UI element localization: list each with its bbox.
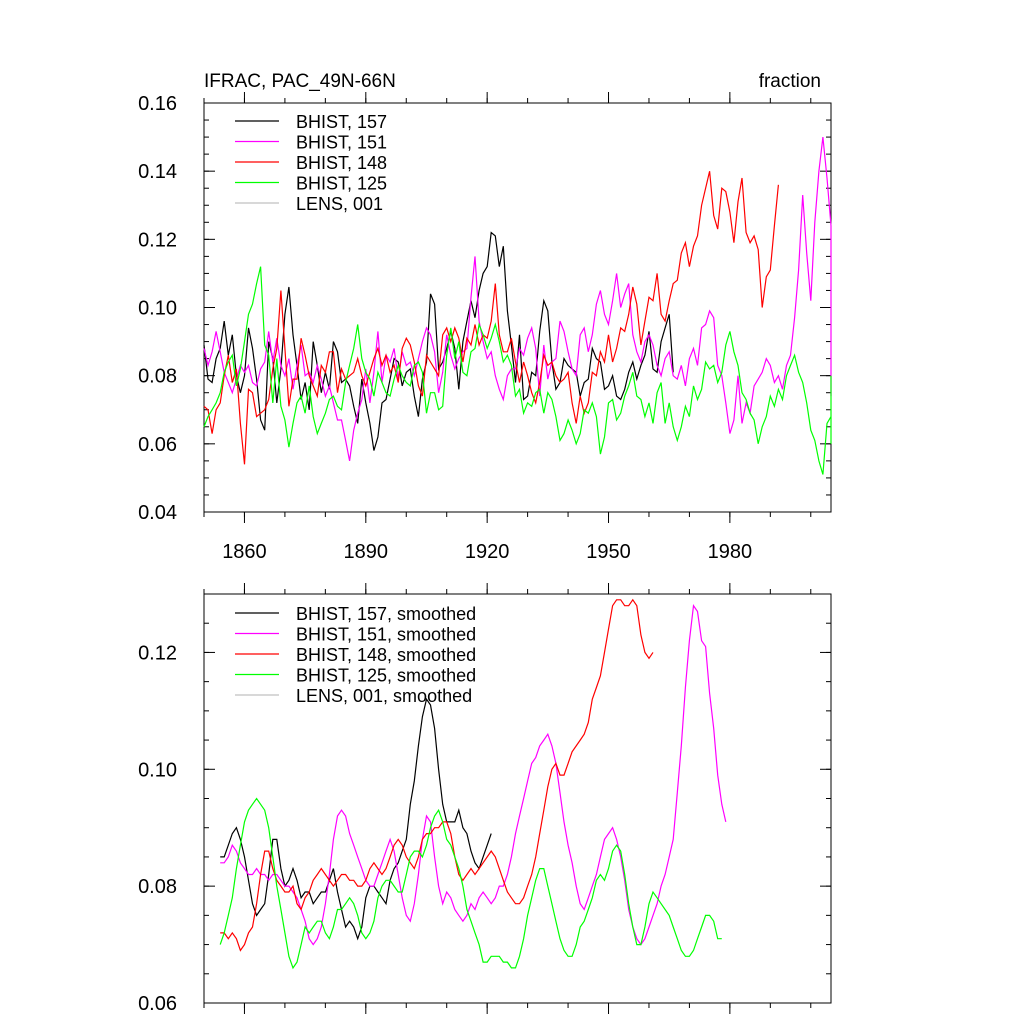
x-tick-label: 1950 (586, 541, 631, 563)
series-line-bhist-157 (203, 231, 674, 451)
series-line-bhist-125-smoothed (219, 797, 722, 970)
y-tick-label: 0.14 (138, 161, 177, 183)
y-tick-label: 0.06 (138, 993, 177, 1015)
legend-label: BHIST, 157, smoothed (296, 604, 476, 624)
y-tick-label: 0.06 (138, 434, 177, 456)
series-line-bhist-157-smoothed (220, 697, 492, 941)
legend-label: BHIST, 125 (296, 174, 387, 194)
y-tick-label: 0.08 (138, 876, 177, 898)
legend-label: BHIST, 151, smoothed (296, 625, 476, 645)
y-tick-label: 0.12 (138, 229, 177, 251)
chart-title: IFRAC, PAC_49N-66N (204, 71, 396, 92)
legend-label: LENS, 001, smoothed (296, 686, 472, 706)
x-tick-label: 1890 (344, 541, 389, 563)
x-tick-label: 1980 (708, 541, 753, 563)
x-tick-label: 1920 (465, 541, 510, 563)
series-line-bhist-148-smoothed (220, 598, 654, 952)
series-line-bhist-151 (203, 137, 832, 462)
legend-label: LENS, 001 (296, 194, 383, 214)
y-tick-label: 0.04 (138, 502, 177, 524)
series-line-bhist-148 (203, 171, 779, 465)
units-label: fraction (759, 71, 821, 92)
y-tick-label: 0.10 (138, 759, 177, 781)
y-tick-label: 0.12 (138, 642, 177, 664)
x-tick-label: 1860 (222, 541, 267, 563)
legend-label: BHIST, 148, smoothed (296, 645, 476, 665)
y-tick-label: 0.10 (138, 298, 177, 320)
series-line-bhist-125 (203, 266, 832, 475)
legend-label: BHIST, 125, smoothed (296, 666, 476, 686)
legend-label: BHIST, 151 (296, 133, 387, 153)
y-tick-label: 0.08 (138, 366, 177, 388)
legend-label: BHIST, 157 (296, 112, 387, 132)
top-panel: 0.04 0.06 0.08 0.10 0.12 0.14 0.16 1860 1890 1920… (138, 71, 832, 563)
legend-label: BHIST, 148 (296, 153, 387, 173)
y-tick-label: 0.16 (138, 93, 177, 115)
